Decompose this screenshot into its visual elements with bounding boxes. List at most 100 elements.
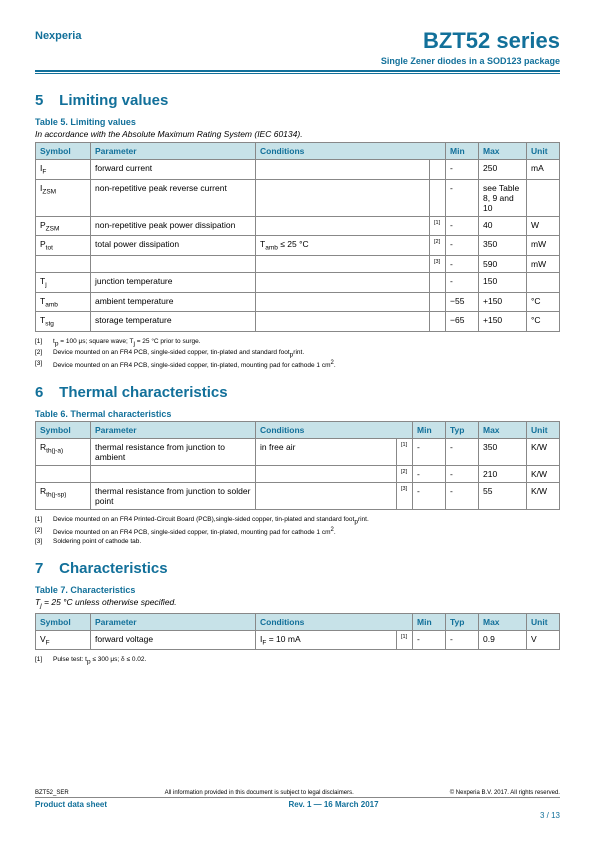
- th-cond: Conditions: [256, 143, 446, 160]
- cell-unit: [527, 273, 560, 293]
- cell-cond: [256, 273, 430, 293]
- footnote-num: [2]: [35, 527, 53, 538]
- section5-title: Limiting values: [59, 92, 168, 109]
- th-symbol: Symbol: [36, 143, 91, 160]
- footnote-text: Device mounted on an FR4 PCB, single-sid…: [53, 360, 336, 371]
- th-min: Min: [413, 613, 446, 630]
- table-row: IFforward current-250mA: [36, 160, 560, 180]
- cell-typ: -: [446, 439, 479, 466]
- cell-max: 590: [479, 256, 527, 273]
- cell-ref: [3]: [397, 483, 413, 510]
- cell-max: +150: [479, 312, 527, 332]
- footnote: [1]Device mounted on an FR4 Printed-Circ…: [35, 516, 560, 527]
- cell-cond: [256, 466, 397, 483]
- product-subtitle: Single Zener diodes in a SOD123 package: [35, 56, 560, 66]
- cell-symbol: PZSM: [36, 216, 91, 236]
- cell-min: -: [446, 256, 479, 273]
- cell-unit: °C: [527, 312, 560, 332]
- th-max: Max: [479, 422, 527, 439]
- section6-heading: 6 Thermal characteristics: [35, 384, 560, 401]
- table7-footnotes: [1]Pulse test: tp ≤ 300 μs; δ ≤ 0.02.: [35, 656, 560, 667]
- th-typ: Typ: [446, 613, 479, 630]
- cell-typ: -: [446, 630, 479, 650]
- section7-title: Characteristics: [59, 560, 167, 577]
- th-symbol: Symbol: [36, 613, 91, 630]
- cell-unit: V: [527, 630, 560, 650]
- table-row: Rth(j-sp)thermal resistance from junctio…: [36, 483, 560, 510]
- cell-max: 55: [479, 483, 527, 510]
- th-max: Max: [479, 613, 527, 630]
- cell-min: −65: [446, 312, 479, 332]
- cell-min: -: [413, 483, 446, 510]
- footnote-num: [1]: [35, 516, 53, 527]
- cell-ref: [1]: [397, 439, 413, 466]
- footer-bottom: Product data sheet Rev. 1 — 16 March 201…: [35, 800, 560, 809]
- footnote: [2]Device mounted on an FR4 PCB, single-…: [35, 349, 560, 360]
- cell-symbol: Rth(j-a): [36, 439, 91, 466]
- cell-unit: W: [527, 216, 560, 236]
- footnote-num: [1]: [35, 338, 53, 349]
- footnote-text: Device mounted on an FR4 PCB, single-sid…: [53, 527, 336, 538]
- footer-revision: Rev. 1 — 16 March 2017: [288, 800, 378, 809]
- cell-max: 150: [479, 273, 527, 293]
- table-row: Tstgstorage temperature−65+150°C: [36, 312, 560, 332]
- cell-ref: [430, 292, 446, 312]
- cell-max: 0.9: [479, 630, 527, 650]
- cell-param: forward current: [91, 160, 256, 180]
- table-row: [2]--210K/W: [36, 466, 560, 483]
- cell-max: +150: [479, 292, 527, 312]
- th-unit: Unit: [527, 422, 560, 439]
- cell-max: 210: [479, 466, 527, 483]
- cell-unit: °C: [527, 292, 560, 312]
- table5-caption: Table 5. Limiting values: [35, 117, 560, 127]
- cell-max: 350: [479, 236, 527, 256]
- table7: Symbol Parameter Conditions Min Typ Max …: [35, 613, 560, 651]
- cell-unit: mW: [527, 256, 560, 273]
- th-cond: Conditions: [256, 613, 413, 630]
- table-row: Ptottotal power dissipationTamb ≤ 25 °C[…: [36, 236, 560, 256]
- table6-footnotes: [1]Device mounted on an FR4 Printed-Circ…: [35, 516, 560, 546]
- footer-doctype: Product data sheet: [35, 800, 107, 809]
- table-row: IZSMnon-repetitive peak reverse current-…: [36, 179, 560, 216]
- th-typ: Typ: [446, 422, 479, 439]
- footer-disclaimer: All information provided in this documen…: [165, 790, 354, 796]
- table-row: [3]-590mW: [36, 256, 560, 273]
- cell-cond: in free air: [256, 439, 397, 466]
- cell-cond: [256, 216, 430, 236]
- cell-max: 250: [479, 160, 527, 180]
- cell-ref: [2]: [397, 466, 413, 483]
- cell-symbol: VF: [36, 630, 91, 650]
- footnote-text: tp = 100 μs; square wave; Tj = 25 °C pri…: [53, 338, 201, 349]
- th-param: Parameter: [91, 422, 256, 439]
- cell-symbol: IF: [36, 160, 91, 180]
- cell-max: see Table 8, 9 and 10: [479, 179, 527, 216]
- cell-cond: [256, 312, 430, 332]
- section6-title: Thermal characteristics: [59, 384, 227, 401]
- cell-ref: [430, 179, 446, 216]
- cell-symbol: Tstg: [36, 312, 91, 332]
- table5-note: In accordance with the Absolute Maximum …: [35, 129, 560, 139]
- th-cond: Conditions: [256, 422, 413, 439]
- footnote: [2]Device mounted on an FR4 PCB, single-…: [35, 527, 560, 538]
- table7-note: Tj = 25 °C unless otherwise specified.: [35, 597, 560, 610]
- cell-unit: mA: [527, 160, 560, 180]
- footnote-num: [1]: [35, 656, 53, 667]
- cell-symbol: Tamb: [36, 292, 91, 312]
- cell-min: -: [413, 466, 446, 483]
- footnote: [3]Soldering point of cathode tab.: [35, 538, 560, 546]
- cell-cond: [256, 292, 430, 312]
- th-symbol: Symbol: [36, 422, 91, 439]
- cell-ref: [430, 273, 446, 293]
- cell-unit: mW: [527, 236, 560, 256]
- cell-cond: [256, 160, 430, 180]
- cell-param: [91, 466, 256, 483]
- footer-doccode: BZT52_SER: [35, 790, 69, 796]
- footer-copyright: © Nexperia B.V. 2017. All rights reserve…: [450, 790, 560, 796]
- cell-param: [91, 256, 256, 273]
- footnote-num: [3]: [35, 538, 53, 546]
- cell-min: -: [413, 439, 446, 466]
- footnote-text: Soldering point of cathode tab.: [53, 538, 141, 546]
- footer-page: 3 / 13: [35, 811, 560, 820]
- header-rule-thick: [35, 70, 560, 72]
- cell-unit: K/W: [527, 483, 560, 510]
